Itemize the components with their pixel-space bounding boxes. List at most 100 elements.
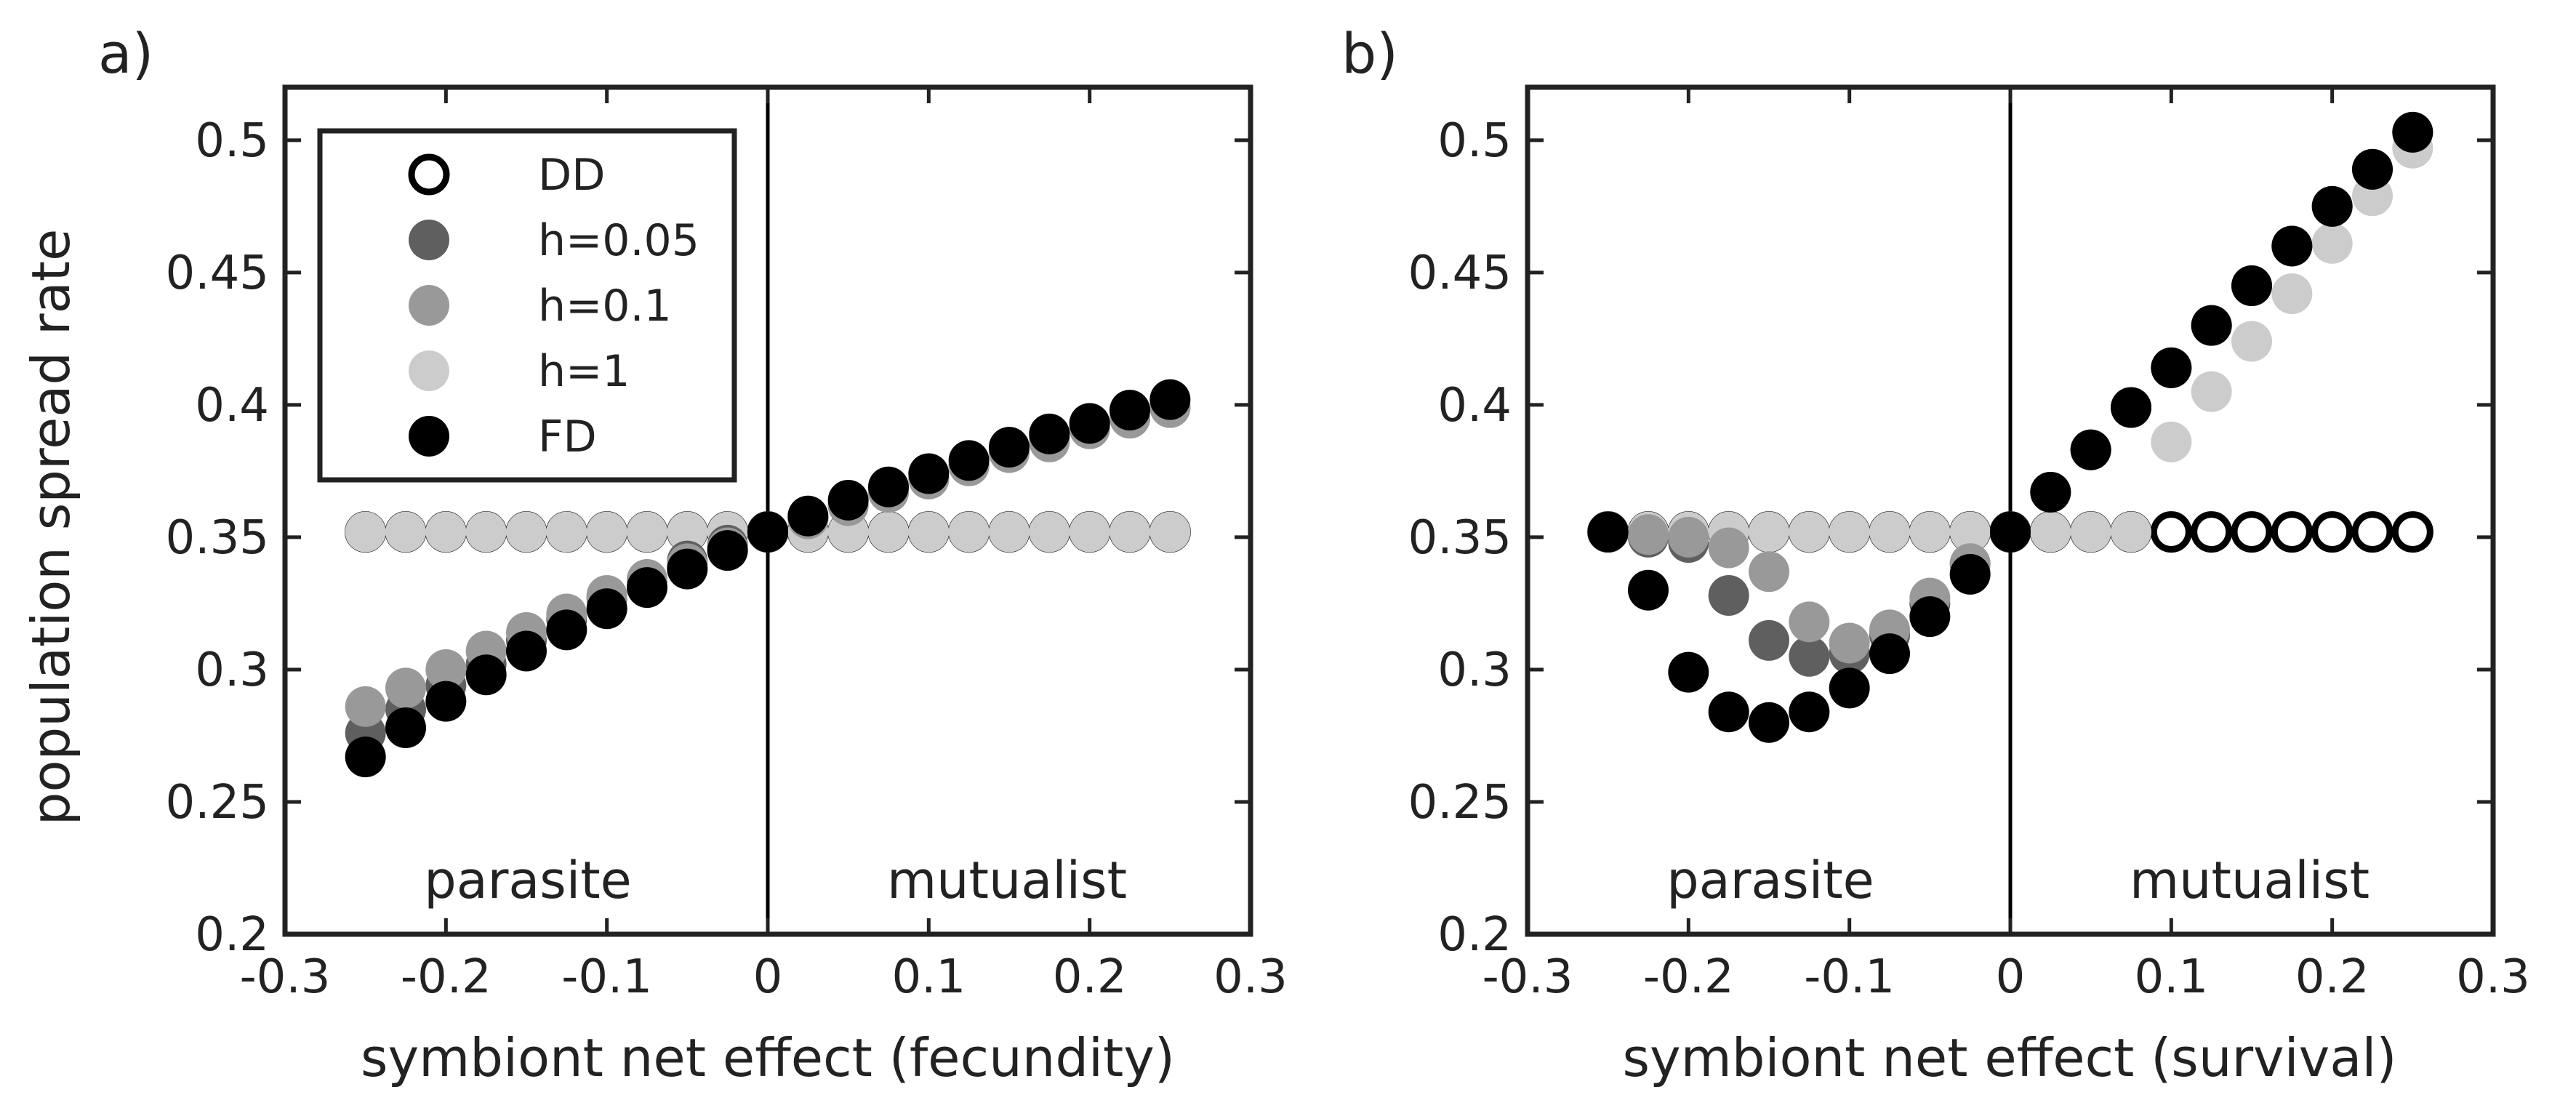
legend-marker xyxy=(409,220,449,260)
panel-a-point-fd xyxy=(1110,390,1150,431)
panel-a-point-h-1 xyxy=(627,511,667,553)
panel-a-points xyxy=(345,379,1191,778)
panel-a-point-h-1 xyxy=(1029,511,1070,553)
panel-a-point-fd xyxy=(345,736,386,778)
panel-a-point-h-1 xyxy=(1110,511,1150,553)
panel-b-point-h-1 xyxy=(2030,511,2071,553)
panel-b-ytick-label: 0.25 xyxy=(1408,776,1512,830)
panel-a-point-h-1 xyxy=(345,511,386,553)
panel-b-point-fd xyxy=(1789,691,1830,733)
panel-a-xtick-label: -0.3 xyxy=(240,950,331,1004)
legend-entry-label: h=0.1 xyxy=(538,281,672,332)
panel-b-point-fd xyxy=(2352,148,2393,190)
panel-a-point-fd xyxy=(385,707,426,749)
panel-b-point-fd xyxy=(2070,429,2111,470)
panel-a-point-fd xyxy=(787,495,829,537)
panel-b-ytick-label: 0.3 xyxy=(1437,643,1512,697)
panel-b-point-h-0-1 xyxy=(1829,622,1870,664)
panel-a-point-h-1 xyxy=(989,511,1030,553)
legend-box xyxy=(317,128,737,483)
panel-a-point-fd xyxy=(465,654,507,696)
panel-a-point-h-1 xyxy=(948,511,990,553)
panel-b-point-fd xyxy=(2231,265,2272,307)
panel-b-point-fd xyxy=(2030,472,2071,513)
panel-b-point-fd xyxy=(2271,225,2313,267)
panel-b-point-fd xyxy=(2151,347,2192,388)
panel-b-point-h-1 xyxy=(1869,511,1910,553)
panel-a-point-h-0-1 xyxy=(385,667,426,709)
panel-b-point-fd xyxy=(1990,511,2031,553)
panel-b-point-dd xyxy=(2271,511,2313,553)
legend-entry-label: h=1 xyxy=(538,346,630,397)
panel-a-point-fd xyxy=(908,453,950,494)
legend-entry-label: DD xyxy=(538,150,605,201)
y-axis-label: population spread rate xyxy=(20,229,81,826)
panel-a-point-h-1 xyxy=(1149,511,1191,553)
panel-b-point-fd xyxy=(1708,691,1749,733)
panel-b-xtick-label: 0.3 xyxy=(2456,950,2530,1004)
panel-a-point-fd xyxy=(667,548,708,590)
panel-b-point-fd xyxy=(1628,569,1669,611)
panel-a-point-fd xyxy=(989,427,1030,468)
panel-a-point-h-0-1 xyxy=(425,649,467,690)
panel-b-ytick-label: 0.4 xyxy=(1437,379,1512,433)
panel-a-point-fd xyxy=(546,609,587,651)
panel-b: b) -0.3 -0.2 -0.1 0 0.1 0.2 0.3 0.2 0.25 0.3 0.35 0… xyxy=(1341,21,2530,1088)
panel-b-ytick-label: 0.2 xyxy=(1437,908,1512,962)
legend: DD h=0.05 h=0.1 h=1 FD xyxy=(317,128,737,483)
panel-b-xtick-label: -0.1 xyxy=(1804,950,1895,1004)
panel-b-point-fd xyxy=(1869,633,1910,675)
panel-a-ytick-label: 0.2 xyxy=(195,908,269,962)
panel-b-point-fd xyxy=(1668,651,1709,693)
panel-a-point-h-1 xyxy=(667,511,708,553)
panel-b-point-h-0-05 xyxy=(1708,575,1749,616)
legend-entry-label: h=0.05 xyxy=(538,215,699,266)
panel-b-point-h-0-1 xyxy=(1708,527,1749,569)
panel-b-ytick-label: 0.35 xyxy=(1408,511,1512,565)
panel-a-point-h-0-1 xyxy=(345,686,386,727)
panel-a-point-h-1 xyxy=(546,511,587,553)
legend-marker xyxy=(409,285,449,326)
panel-a-ytick-label: 0.4 xyxy=(195,379,269,433)
panel-a-point-fd xyxy=(1069,403,1110,444)
panel-a-xtick-label: 0.1 xyxy=(891,950,966,1004)
panel-a-point-h-1 xyxy=(425,511,467,553)
panel-a-point-fd xyxy=(627,567,667,609)
panel-a-point-h-1 xyxy=(506,511,547,553)
panel-b-point-h-1 xyxy=(1789,511,1830,553)
panel-b-point-fd xyxy=(2111,387,2151,428)
panel-b-point-h-0-1 xyxy=(1628,514,1669,555)
panel-b-point-dd xyxy=(2231,511,2273,553)
panel-a-point-fd xyxy=(1149,379,1191,420)
panel-b-xtick-label: -0.3 xyxy=(1482,950,1573,1004)
panel-a-point-fd xyxy=(506,630,547,672)
panel-b-point-fd xyxy=(1587,511,1629,553)
panel-b-point-fd xyxy=(2191,305,2232,346)
panel-b-points xyxy=(1587,111,2433,743)
panel-a-point-h-1 xyxy=(908,511,950,553)
panel-a-point-h-1 xyxy=(465,511,507,553)
panel-b-region-right: mutualist xyxy=(2130,851,2370,910)
panel-a-point-h-1 xyxy=(868,511,909,553)
panel-b-point-h-1 xyxy=(1829,511,1870,553)
panel-a-point-fd xyxy=(948,440,990,481)
panel-a-axes: -0.3 -0.2 -0.1 0 0.1 0.2 0.3 0.2 0.25 0.3 0.35 0.4 0… xyxy=(166,84,1288,1004)
panel-a-xtick-label: 0 xyxy=(753,950,783,1004)
panel-a-ytick-label: 0.35 xyxy=(166,511,270,565)
panel-b-point-fd xyxy=(1749,702,1789,743)
panel-b-point-h-0-05 xyxy=(1749,619,1789,661)
panel-b-point-fd xyxy=(2392,111,2433,153)
panel-a-ytick-label: 0.5 xyxy=(195,114,269,168)
panel-b-point-dd xyxy=(2311,511,2354,553)
panel-a-xtick-label: -0.2 xyxy=(401,950,491,1004)
panel-b-point-h-0-1 xyxy=(1749,551,1789,593)
panel-b-point-h-1 xyxy=(2231,321,2272,362)
panel-b-point-h-0-1 xyxy=(1789,601,1830,643)
panel-a-point-fd xyxy=(425,681,467,722)
panel-a-point-fd xyxy=(707,530,748,571)
legend-entry-label: FD xyxy=(538,412,597,462)
panel-b-label: b) xyxy=(1341,21,1398,86)
legend-marker xyxy=(409,416,449,457)
panel-a-point-h-1 xyxy=(385,511,426,553)
